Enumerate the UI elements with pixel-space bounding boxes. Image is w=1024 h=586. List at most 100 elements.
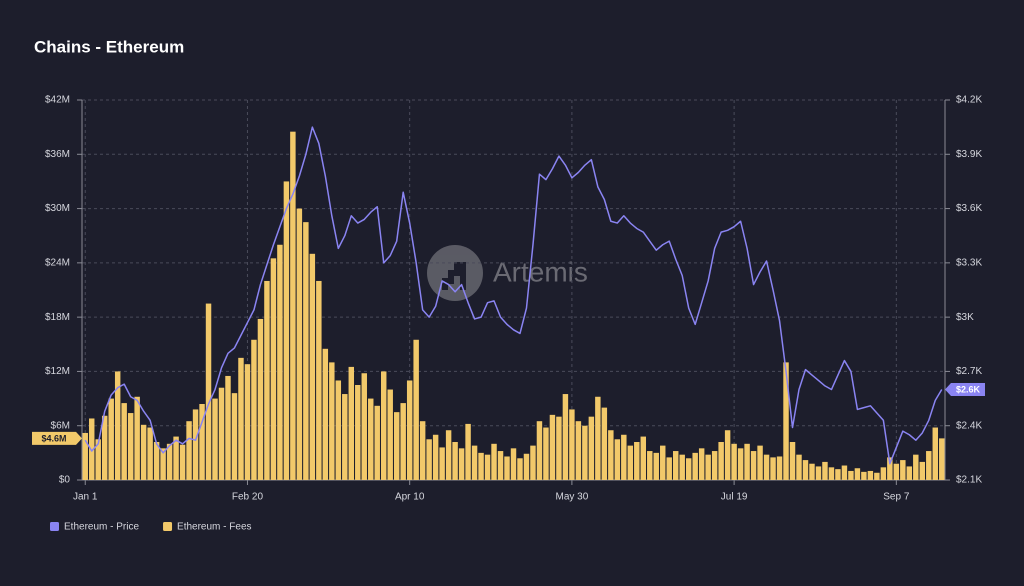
bar xyxy=(244,364,251,480)
bar xyxy=(510,448,517,480)
bar xyxy=(393,412,400,480)
legend-label: Ethereum - Fees xyxy=(177,522,251,533)
end-badge xyxy=(32,431,82,445)
bar xyxy=(82,432,88,480)
bar xyxy=(114,371,121,480)
bar xyxy=(926,451,932,480)
bar xyxy=(698,448,705,480)
bar xyxy=(835,469,841,480)
bar xyxy=(731,443,737,480)
bar xyxy=(932,427,938,480)
bar xyxy=(329,362,335,480)
bar xyxy=(776,456,783,480)
bar xyxy=(290,131,296,480)
bar xyxy=(660,445,666,480)
y-tick-label: $12M xyxy=(45,366,70,377)
bar xyxy=(322,348,329,480)
legend-swatch xyxy=(163,522,173,531)
chart-title: Chains - Ethereum xyxy=(34,37,184,56)
bar xyxy=(711,451,718,480)
bar xyxy=(355,385,361,480)
bar xyxy=(757,445,763,480)
y-tick-label: $6M xyxy=(51,420,70,431)
bar xyxy=(763,454,770,480)
end-badge xyxy=(945,383,985,397)
bar xyxy=(186,421,192,480)
bar xyxy=(802,460,809,480)
end-badge-label: $4.6M xyxy=(41,433,66,443)
bar xyxy=(562,394,569,480)
legend-label: Ethereum - Price xyxy=(64,522,139,533)
bar xyxy=(614,439,621,480)
bar xyxy=(160,448,166,480)
bar xyxy=(504,456,510,480)
bar xyxy=(841,465,848,480)
bar xyxy=(789,442,796,480)
bar xyxy=(705,454,711,480)
price-line xyxy=(84,126,943,465)
bar xyxy=(634,442,640,480)
bar xyxy=(426,439,432,480)
bar xyxy=(238,357,244,480)
bar xyxy=(199,404,205,480)
bar xyxy=(445,430,452,480)
bar xyxy=(582,425,588,480)
y2-tick-label: $3.3K xyxy=(956,257,982,268)
bar xyxy=(387,389,393,480)
bar xyxy=(744,443,750,480)
bar xyxy=(108,398,114,480)
bar xyxy=(913,454,919,480)
bar xyxy=(906,466,913,480)
bar xyxy=(335,380,342,480)
x-tick-label: Apr 10 xyxy=(395,492,425,503)
bar xyxy=(419,421,426,480)
bar xyxy=(374,405,380,480)
bar xyxy=(491,443,497,480)
bar xyxy=(89,418,95,480)
bar xyxy=(523,453,530,480)
bar xyxy=(874,472,880,480)
bar xyxy=(270,258,277,480)
bar xyxy=(361,373,367,480)
bar xyxy=(342,394,348,480)
bar xyxy=(309,253,316,480)
bar xyxy=(127,413,134,480)
bar xyxy=(575,421,582,480)
bar xyxy=(601,407,608,480)
bar xyxy=(212,398,218,480)
bar xyxy=(595,396,601,480)
bar xyxy=(556,416,562,480)
bar xyxy=(225,375,231,480)
bar xyxy=(815,466,822,480)
x-tick-label: Jan 1 xyxy=(73,492,98,503)
x-tick-label: Feb 20 xyxy=(232,492,264,503)
bar xyxy=(848,470,854,480)
bar xyxy=(497,451,504,480)
bar xyxy=(147,427,153,480)
y-tick-label: $24M xyxy=(45,257,70,268)
bar xyxy=(672,451,679,480)
bar xyxy=(277,244,283,480)
bar xyxy=(192,409,199,480)
bar xyxy=(348,366,355,480)
bar xyxy=(517,458,523,480)
bar xyxy=(465,423,471,480)
bar xyxy=(413,339,419,480)
bar xyxy=(257,318,264,480)
bar xyxy=(95,439,101,480)
bar xyxy=(283,181,290,480)
bar xyxy=(627,445,634,480)
bar xyxy=(368,398,374,480)
bar xyxy=(900,460,906,480)
x-tick-label: Sep 7 xyxy=(883,492,910,503)
bar xyxy=(549,414,556,480)
bar xyxy=(101,415,108,480)
y-tick-label: $42M xyxy=(45,95,70,106)
bar xyxy=(919,461,926,480)
watermark-icon xyxy=(442,262,466,290)
bar xyxy=(867,470,874,480)
x-tick-label: May 30 xyxy=(556,492,589,503)
bar xyxy=(718,442,724,480)
